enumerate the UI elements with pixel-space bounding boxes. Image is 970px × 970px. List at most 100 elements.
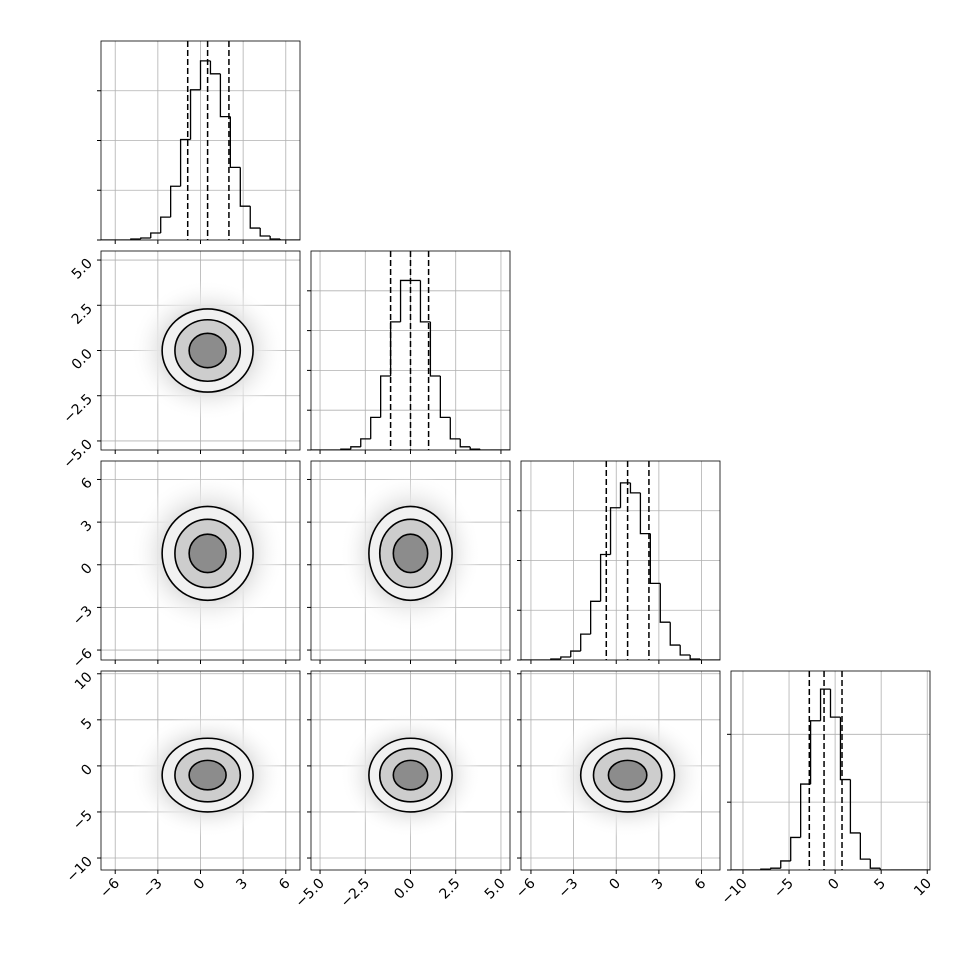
histogram-step xyxy=(800,783,811,838)
histogram-step xyxy=(229,116,241,169)
histogram-step xyxy=(279,239,291,240)
histogram-step xyxy=(859,832,871,860)
histogram-panel xyxy=(517,460,721,664)
y-tick-label: −5.0 xyxy=(60,436,95,471)
histogram-panel xyxy=(307,250,511,454)
histogram-step xyxy=(879,868,891,870)
y-tick-label: 6 xyxy=(78,475,96,493)
x-tick-label: 0.0 xyxy=(391,876,418,903)
x-tick-label: 2.5 xyxy=(436,876,463,903)
y-tick-label: −10 xyxy=(64,854,96,886)
contour xyxy=(188,332,227,369)
histogram-step xyxy=(179,138,191,187)
contour xyxy=(188,533,227,574)
x-tick-label: −6 xyxy=(513,875,539,901)
y-tick-label: 0 xyxy=(78,761,96,779)
histogram-step xyxy=(439,375,451,419)
density-panel: −6 −3 0 3 6 −10 −5 0 5 10 xyxy=(64,669,301,902)
panel-frame xyxy=(310,460,511,661)
y-tick-label: 2.5 xyxy=(69,301,96,328)
histogram-step xyxy=(419,280,431,323)
x-tick-label: 6 xyxy=(692,875,710,893)
x-tick-label: 10 xyxy=(911,876,935,900)
contour xyxy=(392,533,429,574)
histogram-step xyxy=(560,656,571,660)
x-tick-label: 0 xyxy=(191,876,209,894)
histogram-step xyxy=(809,720,821,785)
histogram-step xyxy=(669,622,681,646)
histogram-step xyxy=(689,655,701,660)
histogram-panel: −10 −5 0 5 10 xyxy=(719,670,935,908)
histogram-step xyxy=(140,237,151,240)
y-tick-label: 5 xyxy=(78,715,96,733)
histogram-step xyxy=(160,216,171,234)
panel-frame xyxy=(100,460,301,661)
histogram-step xyxy=(599,553,611,602)
histogram-step xyxy=(170,185,181,218)
density-panel: −5.0 −2.5 0.0 2.5 5.0 xyxy=(60,250,301,472)
histogram-step xyxy=(219,73,231,118)
histogram-step xyxy=(629,482,641,494)
panel-frame xyxy=(310,250,511,451)
y-tick-label: 0.0 xyxy=(69,346,96,373)
histogram-step xyxy=(609,507,621,555)
histogram-step xyxy=(649,533,661,585)
y-tick-label: −3 xyxy=(70,603,96,629)
histogram-step xyxy=(150,232,161,239)
y-tick-label: 3 xyxy=(78,518,96,536)
histogram-step xyxy=(239,167,251,207)
histogram-step xyxy=(380,375,391,418)
histogram-step xyxy=(479,449,491,450)
x-tick-label: 0 xyxy=(606,876,624,894)
histogram-step xyxy=(819,688,831,721)
x-tick-label: −6 xyxy=(97,875,123,901)
histogram-step xyxy=(360,438,371,447)
x-tick-label: 3 xyxy=(233,876,251,894)
histogram-panel xyxy=(97,40,301,244)
histogram-step xyxy=(590,600,601,635)
y-tick-label: 10 xyxy=(72,669,96,693)
histogram-step xyxy=(570,650,581,658)
histogram-step xyxy=(659,583,671,623)
x-tick-label: −2.5 xyxy=(338,876,373,911)
histogram-step xyxy=(790,836,801,861)
histogram-step xyxy=(370,416,381,439)
x-tick-label: −3 xyxy=(140,876,166,902)
histogram-step xyxy=(259,228,271,237)
panel-frame xyxy=(520,670,721,871)
panel-frame xyxy=(310,670,511,871)
x-tick-label: 5 xyxy=(871,876,889,894)
histogram-step xyxy=(350,446,361,450)
x-tick-label: −5.0 xyxy=(293,876,328,911)
contour xyxy=(392,759,429,791)
y-tick-label: −6 xyxy=(70,646,96,672)
histogram-step xyxy=(429,321,441,377)
panel-frame xyxy=(100,250,301,451)
histogram-step xyxy=(829,689,841,718)
histogram-step xyxy=(459,438,471,448)
panel-frame xyxy=(100,670,301,871)
histogram-step xyxy=(449,417,461,440)
histogram-step xyxy=(770,867,781,870)
panel-frame xyxy=(520,460,721,661)
histogram-step xyxy=(839,717,851,781)
histogram-step xyxy=(399,279,411,322)
y-tick-label: −5 xyxy=(70,807,96,833)
x-tick-label: −5 xyxy=(771,876,797,902)
histogram-step xyxy=(639,492,651,535)
x-tick-label: −3 xyxy=(556,876,582,902)
histogram-step xyxy=(189,89,201,140)
histogram-step xyxy=(869,859,881,869)
density-panel xyxy=(307,460,511,664)
x-tick-label: −10 xyxy=(719,876,751,908)
histogram-step xyxy=(699,659,711,660)
histogram-step xyxy=(269,236,281,240)
y-tick-label: 5.0 xyxy=(69,256,96,283)
contour xyxy=(607,759,648,791)
panel-frame xyxy=(100,40,301,241)
histogram-step xyxy=(199,60,211,90)
histogram-step xyxy=(469,446,481,450)
histogram-step xyxy=(780,860,791,869)
density-panel: −5.0 −2.5 0.0 2.5 5.0 xyxy=(293,670,511,911)
